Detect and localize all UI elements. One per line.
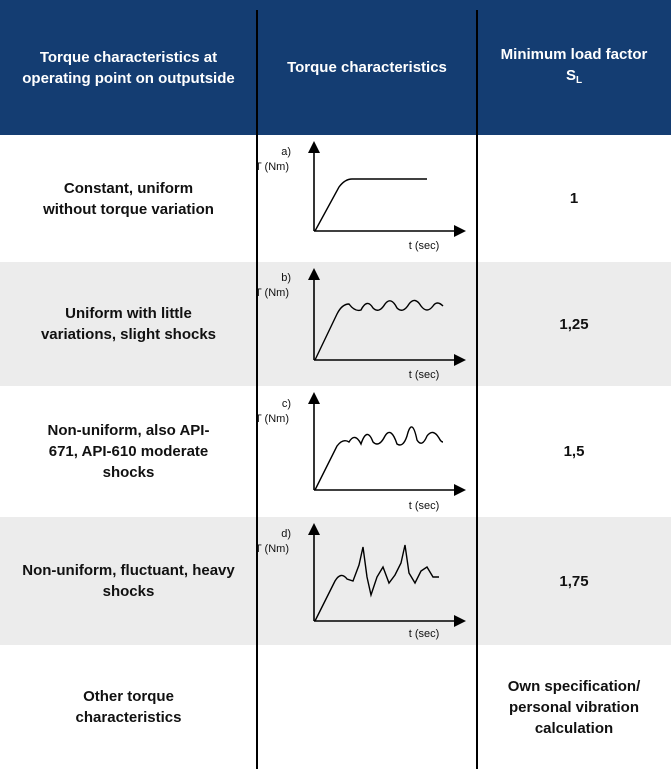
x-axis-label: t (sec) — [409, 500, 440, 512]
y-axis-arrow-icon — [308, 268, 320, 280]
torque-curve-line — [314, 544, 439, 622]
y-axis-label: T (Nm) — [257, 543, 289, 555]
row-load-factor: 1,5 — [563, 443, 585, 460]
torque-curve-empty — [257, 645, 477, 769]
torque-curve-line — [314, 178, 427, 232]
header-col3-main: Minimum load factor S — [500, 46, 648, 84]
row-load-factor: 1 — [569, 190, 579, 207]
table-header: Torque characteristics at operating poin… — [0, 0, 671, 135]
y-axis-label: T (Nm) — [257, 161, 289, 173]
row-description: Other torque characteristics — [75, 688, 182, 726]
header-col1-label: Torque characteristics at operating poin… — [22, 48, 235, 87]
x-axis-label: t (sec) — [409, 240, 440, 252]
row-load-factor: 1,75 — [559, 572, 589, 590]
header-col-minimum-load-factor: Minimum load factor SL — [477, 0, 671, 135]
row-description: Uniform with little variations, slight s… — [40, 305, 217, 343]
x-axis-label: t (sec) — [409, 369, 440, 381]
x-axis-arrow-icon — [454, 484, 466, 496]
header-col2-label: Torque characteristics — [287, 59, 447, 76]
curve-label: d) — [281, 528, 291, 540]
row-load-factor: 1,25 — [559, 315, 589, 333]
y-axis-arrow-icon — [308, 392, 320, 404]
curve-label: b) — [281, 272, 291, 284]
table-row: Uniform with little variations, slight s… — [0, 262, 671, 386]
header-col-torque-at-operating-point: Torque characteristics at operating poin… — [0, 0, 257, 135]
torque-curve-slight-shocks: b) T (Nm) t (sec) — [257, 262, 477, 386]
torque-curve-constant: a) T (Nm) t (sec) — [257, 135, 477, 262]
torque-curve-line — [314, 299, 444, 361]
curve-label: a) — [281, 146, 291, 158]
torque-curve-heavy-shocks: d) T (Nm) t (sec) — [257, 517, 477, 645]
table-row: Other torque characteristics Own specifi… — [0, 645, 671, 769]
table-row: Constant, uniform without torque variati… — [0, 135, 671, 262]
header-col3-subscript: L — [575, 75, 583, 86]
y-axis-label: T (Nm) — [257, 287, 289, 299]
row-description: Non-uniform, fluctuant, heavy shocks — [22, 562, 235, 600]
curve-label: c) — [282, 398, 291, 410]
torque-curve-line — [314, 426, 444, 491]
header-col3-label: Minimum load factor SL — [491, 44, 657, 91]
table-row: Non-uniform, fluctuant, heavy shocks d) … — [0, 517, 671, 645]
row-description: Non-uniform, also API-671, API-610 moder… — [47, 422, 210, 481]
y-axis-label: T (Nm) — [257, 413, 289, 425]
x-axis-arrow-icon — [454, 225, 466, 237]
row-load-factor: Own specification/ personal vibration ca… — [507, 677, 641, 737]
x-axis-arrow-icon — [454, 354, 466, 366]
y-axis-arrow-icon — [308, 141, 320, 153]
table-row: Non-uniform, also API-671, API-610 moder… — [0, 386, 671, 517]
column-divider — [476, 10, 478, 769]
y-axis-arrow-icon — [308, 523, 320, 535]
x-axis-arrow-icon — [454, 615, 466, 627]
row-description: Constant, uniform without torque variati… — [43, 179, 214, 218]
x-axis-label: t (sec) — [409, 628, 440, 640]
column-divider — [256, 10, 258, 769]
header-col-torque-characteristics: Torque characteristics — [257, 0, 477, 135]
torque-curve-moderate-shocks: c) T (Nm) t (sec) — [257, 386, 477, 517]
